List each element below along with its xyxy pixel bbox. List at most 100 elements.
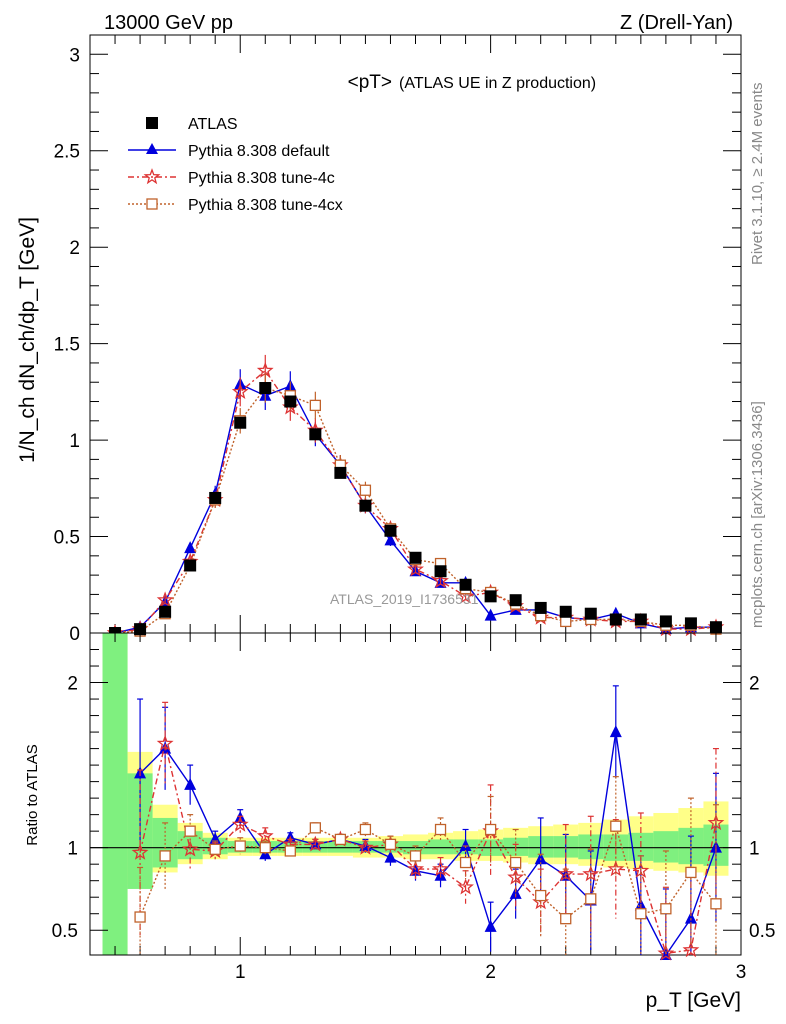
main-point-pythia-8-308-tune-4c bbox=[432, 572, 449, 589]
main-series bbox=[106, 354, 725, 641]
ratio-point-pythia-8-308-tune-4c bbox=[156, 734, 174, 751]
ratio-point-pythia-8-308-default bbox=[509, 886, 522, 899]
ratio-ytick-label-right: 1 bbox=[749, 839, 760, 860]
main-point-pythia-8-308-tune-4cx bbox=[560, 615, 572, 628]
ratio-ytick-label-left: 1 bbox=[67, 839, 78, 860]
main-point-atlas bbox=[134, 623, 147, 636]
ratio-point-pythia-8-308-tune-4cx bbox=[660, 903, 672, 915]
main-point-atlas bbox=[359, 499, 372, 512]
main-point-atlas bbox=[459, 578, 472, 591]
ratio-point-pythia-8-308-tune-4cx bbox=[484, 823, 497, 836]
ratio-point-pythia-8-308-tune-4c bbox=[406, 860, 425, 877]
main-point-atlas bbox=[234, 416, 247, 429]
header-right: Z (Drell-Yan) bbox=[620, 12, 733, 34]
ratio-ytick-label-left: 2 bbox=[67, 674, 78, 695]
ratio-point-pythia-8-308-tune-4cx bbox=[134, 911, 146, 923]
ratio-point-pythia-8-308-tune-4c bbox=[306, 835, 324, 852]
ratio-xtick-label: 2 bbox=[485, 962, 496, 983]
ratio-point-pythia-8-308-tune-4c bbox=[507, 868, 525, 885]
main-point-atlas bbox=[259, 382, 272, 395]
main-point-atlas bbox=[434, 565, 447, 578]
ratio-point-pythia-8-308-tune-4cx bbox=[685, 866, 697, 879]
plot-title: <pT> bbox=[348, 72, 392, 93]
ratio-point-pythia-8-308-default bbox=[684, 911, 697, 924]
legend-marker-atlas bbox=[146, 117, 158, 129]
mcplots-label: mcplots.cern.ch [arXiv:1306.3436] bbox=[749, 401, 766, 628]
main-point-atlas bbox=[609, 613, 622, 626]
ratio-point-pythia-8-308-tune-4cx bbox=[259, 842, 271, 854]
main-ylabel: 1/N_ch dN_ch/dp_T [GeV] bbox=[16, 217, 39, 463]
main-point-pythia-8-308-default bbox=[384, 533, 397, 546]
ratio-series bbox=[131, 685, 725, 961]
ratio-point-pythia-8-308-tune-4c bbox=[181, 840, 199, 857]
ratio-band-inner bbox=[327, 841, 353, 853]
main-point-pythia-8-308-tune-4c bbox=[407, 560, 424, 577]
main-point-atlas bbox=[509, 594, 522, 607]
main-point-pythia-8-308-tune-4c bbox=[231, 383, 249, 399]
legend-label-atlas: ATLAS bbox=[188, 116, 238, 133]
ratio-point-pythia-8-308-tune-4cx bbox=[585, 893, 597, 905]
main-ytick-label: 2 bbox=[69, 238, 80, 259]
ratio-point-pythia-8-308-tune-4cx bbox=[510, 856, 522, 869]
main-point-atlas bbox=[409, 551, 422, 564]
main-axis-ticks: 0 0.5 1 1.5 2 2.5 3 bbox=[54, 35, 741, 645]
main-point-atlas bbox=[334, 466, 347, 479]
main-point-atlas bbox=[684, 617, 697, 630]
main-point-pythia-8-308-tune-4cx bbox=[359, 484, 372, 496]
main-point-atlas bbox=[584, 607, 597, 620]
main-ytick-label: 1.5 bbox=[54, 335, 80, 356]
main-point-atlas bbox=[184, 559, 197, 572]
ratio-axis-ticks: 0.5 0.5 1 1 2 2 1 2 3 bbox=[52, 633, 775, 983]
ratio-point-pythia-8-308-tune-4cx bbox=[409, 850, 422, 862]
ratio-band-inner bbox=[102, 633, 128, 955]
ratio-point-pythia-8-308-tune-4cx bbox=[209, 843, 221, 855]
ratio-point-pythia-8-308-default bbox=[534, 852, 547, 865]
ratio-point-pythia-8-308-tune-4cx bbox=[635, 908, 647, 920]
ratio-point-pythia-8-308-tune-4cx bbox=[284, 845, 296, 857]
main-point-atlas bbox=[209, 491, 222, 504]
main-point-pythia-8-308-tune-4cx bbox=[309, 399, 321, 412]
ratio-point-pythia-8-308-tune-4cx bbox=[309, 822, 321, 834]
main-ytick-label: 3 bbox=[69, 45, 80, 66]
ratio-point-pythia-8-308-tune-4c bbox=[682, 941, 700, 958]
ratio-point-pythia-8-308-tune-4c bbox=[657, 944, 675, 961]
ratio-point-pythia-8-308-tune-4cx bbox=[184, 825, 196, 837]
ratio-point-pythia-8-308-tune-4c bbox=[231, 815, 249, 832]
ratio-panel: 0.5 0.5 1 1 2 2 1 2 3 Ratio to ATLAS p_T [GeV] bbox=[24, 632, 775, 1012]
ratio-point-pythia-8-308-tune-4cx bbox=[535, 889, 547, 902]
ratio-xtick-label: 3 bbox=[736, 962, 747, 983]
ratio-point-pythia-8-308-tune-4cx bbox=[459, 856, 472, 869]
main-point-atlas bbox=[659, 615, 672, 628]
rivet-version-label: Rivet 3.1.10, ≥ 2.4M events bbox=[749, 83, 766, 266]
main-ytick-label: 0 bbox=[69, 624, 80, 645]
ratio-ytick-label-right: 0.5 bbox=[749, 921, 775, 942]
ratio-point-pythia-8-308-tune-4c bbox=[582, 865, 600, 882]
ratio-band-inner bbox=[428, 839, 454, 855]
legend-label-tune4c: Pythia 8.308 tune-4c bbox=[188, 170, 335, 187]
ratio-point-pythia-8-308-tune-4c bbox=[557, 865, 575, 882]
ratio-point-pythia-8-308-default bbox=[384, 850, 397, 863]
main-ytick-label: 2.5 bbox=[54, 142, 80, 163]
analysis-watermark: ATLAS_2019_I1736531 bbox=[330, 591, 479, 607]
ratio-xtick-label: 1 bbox=[235, 962, 246, 983]
legend-label-default: Pythia 8.308 default bbox=[188, 143, 330, 160]
main-ytick-label: 0.5 bbox=[54, 528, 80, 549]
legend-marker-default bbox=[146, 143, 158, 154]
ratio-point-pythia-8-308-tune-4c bbox=[357, 838, 374, 855]
ratio-point-pythia-8-308-tune-4cx bbox=[560, 913, 572, 925]
plot-subtitle: (ATLAS UE in Z production) bbox=[399, 75, 596, 92]
x-axis-label: p_T [GeV] bbox=[646, 989, 741, 1012]
ratio-ytick-label-left: 0.5 bbox=[52, 921, 78, 942]
ratio-point-pythia-8-308-default bbox=[184, 777, 197, 790]
main-point-pythia-8-308-default bbox=[484, 608, 497, 621]
ratio-point-pythia-8-308-tune-4c bbox=[256, 827, 274, 844]
ratio-point-pythia-8-308-tune-4cx bbox=[434, 823, 447, 836]
main-point-atlas bbox=[534, 601, 547, 614]
main-point-pythia-8-308-tune-4c bbox=[156, 591, 174, 608]
ratio-point-pythia-8-308-tune-4cx bbox=[334, 833, 347, 846]
ratio-point-pythia-8-308-tune-4cx bbox=[384, 838, 397, 851]
main-panel: 0 0.5 1 1.5 2 2.5 3 <pT> (ATLAS UE in Z produc… bbox=[16, 34, 742, 645]
main-point-atlas bbox=[384, 524, 397, 537]
ratio-point-pythia-8-308-default bbox=[609, 725, 622, 738]
